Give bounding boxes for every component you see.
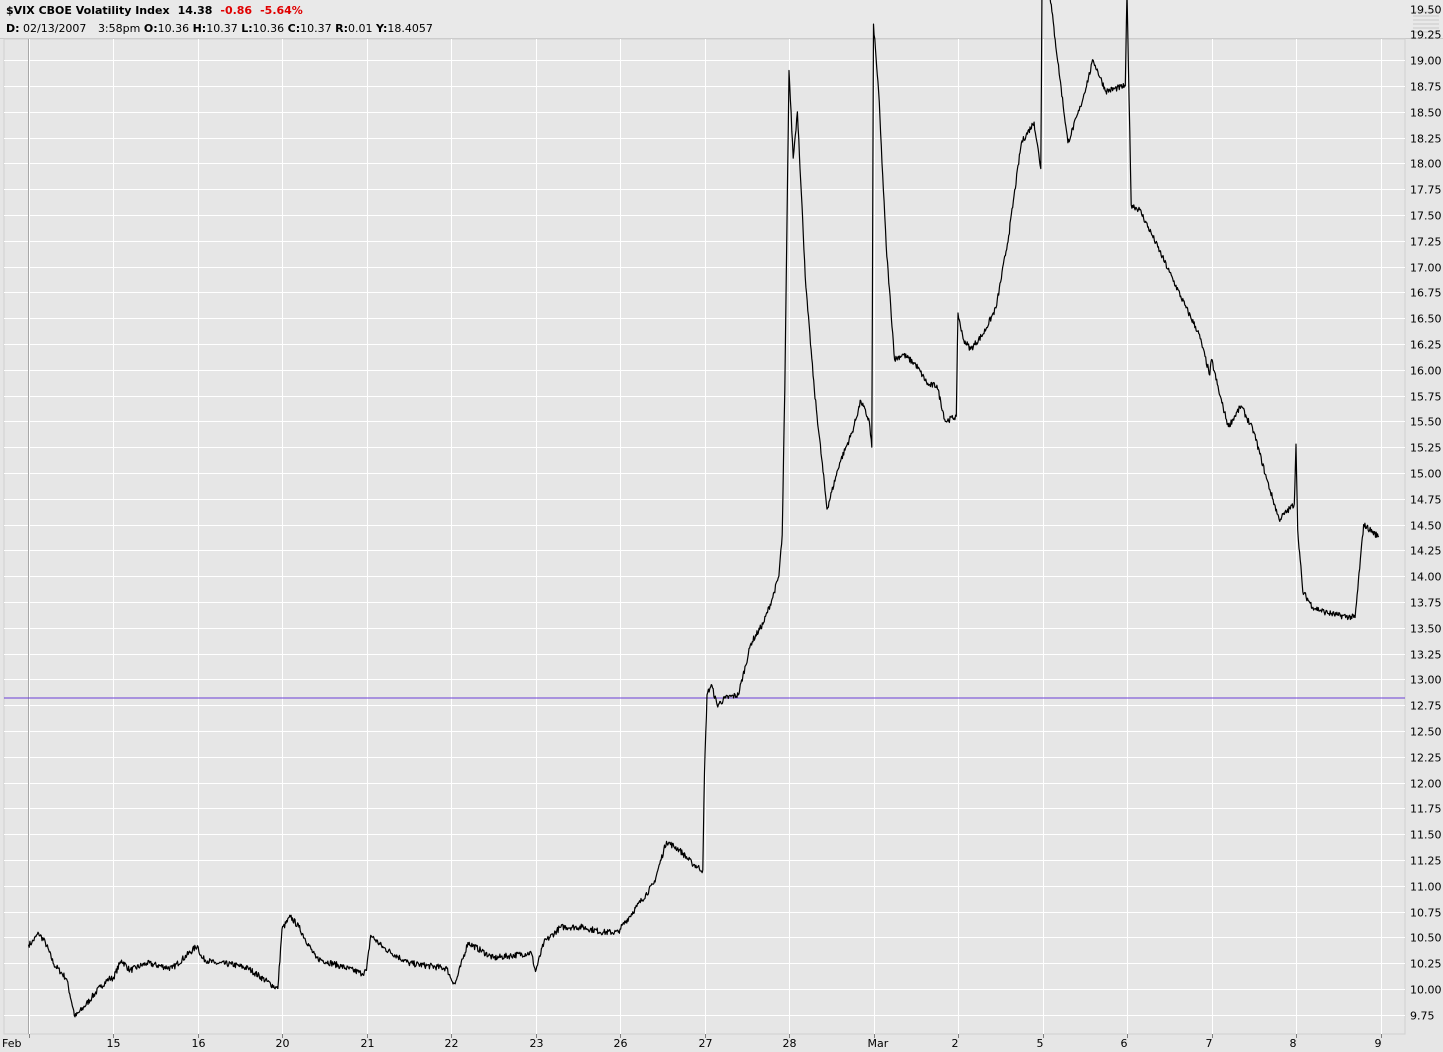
x-tick-label: Feb	[2, 1037, 21, 1050]
symbol-name: $VIX CBOE Volatility Index	[6, 4, 170, 17]
readout-time: 3:58pm	[97, 22, 141, 35]
x-tick-label: 7	[1206, 1037, 1213, 1050]
y-tick-label: 18.25	[1410, 133, 1442, 146]
y-tick-label: 14.25	[1410, 545, 1442, 558]
readout-date: 02/13/2007	[23, 22, 87, 35]
y-tick-label: 13.50	[1410, 623, 1442, 636]
x-tick-label: 8	[1290, 1037, 1297, 1050]
y-tick-label: 15.75	[1410, 391, 1442, 404]
y-tick-label: 13.25	[1410, 649, 1442, 662]
last-price: 14.38	[177, 4, 213, 17]
y-tick-label: 14.75	[1410, 494, 1442, 507]
scroll-handle-icon[interactable]	[1411, 8, 1441, 38]
x-tick-label: 22	[445, 1037, 459, 1050]
x-tick-label: 9	[1375, 1037, 1382, 1050]
y-tick-label: 12.50	[1410, 726, 1442, 739]
ohlc-readout: D: 02/13/2007 3:58pm O:10.36 H:10.37 L:1…	[6, 22, 433, 35]
y-tick-label: 12.00	[1410, 778, 1442, 791]
x-tick-label: 27	[699, 1037, 713, 1050]
x-tick-label: 20	[276, 1037, 290, 1050]
y-tick-label: 9.75	[1410, 1010, 1435, 1023]
x-tick-label: 2	[952, 1037, 959, 1050]
y-tick-label: 16.75	[1410, 287, 1442, 300]
y-tick-label: 18.50	[1410, 107, 1442, 120]
range-label: R:	[335, 22, 348, 35]
vix-price-line	[27, 0, 1380, 1018]
y-tick-label: 17.25	[1410, 236, 1442, 249]
y-tick-label: 18.75	[1410, 81, 1442, 94]
x-tick-label: 15	[107, 1037, 121, 1050]
price-series	[27, 0, 1380, 1018]
y-tick-label: 17.00	[1410, 262, 1442, 275]
x-tick-label: 6	[1121, 1037, 1128, 1050]
y-tick-label: 11.75	[1410, 803, 1442, 816]
date-label: D:	[6, 22, 20, 35]
readout-range: 0.01	[347, 22, 373, 35]
y-tick-label: 10.00	[1410, 984, 1442, 997]
y-tick-label: 18.00	[1410, 158, 1442, 171]
y-tick-label: 10.50	[1410, 932, 1442, 945]
x-tick-label: 21	[361, 1037, 375, 1050]
x-tick-label: 5	[1037, 1037, 1044, 1050]
y-tick-label: 16.50	[1410, 313, 1442, 326]
y-tick-label: 13.00	[1410, 674, 1442, 687]
y-tick-label: 19.50	[1410, 4, 1442, 17]
y-tick-label: 16.00	[1410, 365, 1442, 378]
y-tick-label: 14.00	[1410, 571, 1442, 584]
x-tick-label: 28	[783, 1037, 797, 1050]
high-label: H:	[192, 22, 207, 35]
close-label: C:	[287, 22, 301, 35]
y-tick-label: 11.50	[1410, 829, 1442, 842]
readout-close: 10.37	[300, 22, 332, 35]
symbol-line: $VIX CBOE Volatility Index 14.38 -0.86 -5.6…	[6, 4, 303, 17]
y-tick-label: 11.25	[1410, 855, 1442, 868]
y-tick-label: 11.00	[1410, 881, 1442, 894]
y-tick-label: 19.00	[1410, 55, 1442, 68]
price-change: -0.86	[220, 4, 253, 17]
y-tick-label: 15.50	[1410, 416, 1442, 429]
y-tick-label: 12.75	[1410, 700, 1442, 713]
low-label: L:	[241, 22, 253, 35]
readout-y: 18.4057	[387, 22, 433, 35]
open-label: O:	[143, 22, 158, 35]
percent-change: -5.64%	[260, 4, 303, 17]
x-tick-label: 26	[614, 1037, 628, 1050]
y-tick-label: 13.75	[1410, 597, 1442, 610]
chart-grid	[3, 38, 1406, 1035]
y-tick-label: 10.75	[1410, 907, 1442, 920]
x-tick-label: 16	[192, 1037, 206, 1050]
y-tick-label: 15.25	[1410, 442, 1442, 455]
x-tick-label: Mar	[868, 1037, 889, 1050]
plot-area	[3, 38, 1406, 1035]
chart-header: $VIX CBOE Volatility Index 14.38 -0.86 -5.6…	[0, 0, 1443, 39]
y-tick-label: 19.25	[1410, 29, 1442, 42]
readout-low: 10.36	[252, 22, 285, 35]
y-tick-label: 17.50	[1410, 210, 1442, 223]
y-tick-label: 12.25	[1410, 752, 1442, 765]
y-tick-label: 16.25	[1410, 339, 1442, 352]
readout-open: 10.36	[157, 22, 190, 35]
y-tick-label: 17.75	[1410, 184, 1442, 197]
y-tick-label: 15.00	[1410, 468, 1442, 481]
readout-high: 10.37	[206, 22, 238, 35]
y-label: Y:	[375, 22, 388, 35]
y-tick-label: 10.25	[1410, 958, 1442, 971]
y-tick-label: 14.50	[1410, 520, 1442, 533]
x-tick-label: 23	[530, 1037, 544, 1050]
